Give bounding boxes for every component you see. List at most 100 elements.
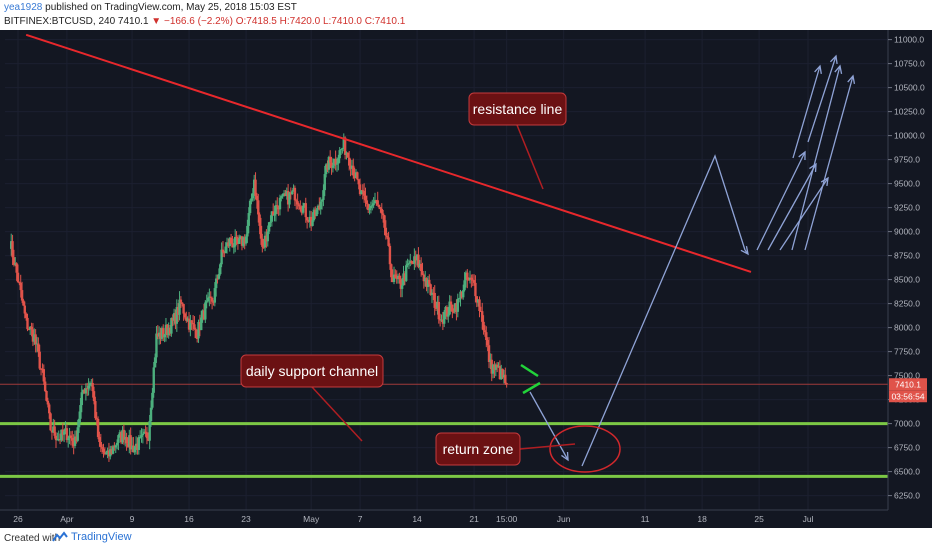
candle: [386, 232, 389, 240]
candle-body: [493, 364, 496, 370]
candle: [46, 397, 50, 408]
candle-body: [481, 311, 484, 322]
candle-body: [267, 222, 271, 232]
candle: [15, 262, 18, 281]
candle-body: [304, 203, 307, 218]
candle: [92, 386, 96, 405]
tradingview-brand: TradingView: [71, 531, 132, 543]
projection-arrow[interactable]: [756, 150, 806, 251]
candle-body: [80, 392, 83, 406]
candle-body: [354, 172, 358, 179]
candle: [288, 191, 291, 209]
candle-body: [84, 388, 88, 394]
candle-body: [451, 304, 454, 312]
projection-arrow[interactable]: [807, 54, 838, 143]
candle: [77, 411, 81, 433]
candle: [383, 214, 386, 235]
projection-arrow[interactable]: [791, 64, 843, 251]
candle: [428, 274, 431, 287]
created-with-text: Created with: [4, 533, 61, 544]
candle: [217, 268, 221, 280]
resistance-line-label[interactable]: resistance line: [468, 92, 567, 190]
candle: [476, 299, 480, 307]
candle-body: [485, 332, 488, 341]
candle-body: [94, 401, 97, 419]
candle-body: [335, 163, 339, 165]
candle-body: [46, 400, 50, 405]
candle: [80, 385, 83, 413]
candle: [244, 234, 248, 246]
candle-body: [430, 292, 434, 295]
candle: [440, 314, 443, 322]
candle-body: [504, 374, 507, 384]
projection-arrow[interactable]: [779, 176, 829, 251]
candle-body: [99, 442, 103, 448]
candle: [316, 204, 320, 215]
return-zone-label[interactable]: return zone: [435, 432, 576, 466]
candle-body: [254, 179, 257, 196]
candle: [314, 206, 317, 219]
arrow-shaft: [779, 177, 829, 251]
candle-body: [379, 207, 382, 209]
candle: [163, 333, 166, 343]
candle: [122, 424, 126, 445]
candle: [352, 158, 355, 179]
candle: [267, 222, 271, 235]
candle: [162, 324, 165, 342]
support-channel-label[interactable]: daily support channel: [240, 354, 384, 442]
candle: [441, 311, 445, 331]
return-zone-ellipse[interactable]: [549, 425, 621, 473]
candle: [422, 273, 426, 289]
candle: [113, 442, 116, 451]
candle-body: [38, 351, 41, 369]
projection-arrow[interactable]: [792, 64, 822, 159]
candle-body: [381, 213, 385, 216]
candle: [100, 444, 104, 454]
candle: [137, 435, 141, 455]
candle-body: [183, 313, 187, 318]
candle: [171, 314, 174, 327]
candle-body: [495, 364, 499, 368]
candle: [223, 251, 226, 258]
price-chart[interactable]: resistance line daily support channel retu…: [0, 30, 932, 528]
projection-arrow[interactable]: [804, 74, 856, 251]
candle: [387, 231, 390, 247]
candle-body: [358, 184, 362, 195]
candle-body: [266, 231, 269, 242]
tradingview-logo[interactable]: TradingView: [52, 531, 132, 543]
candle-body: [73, 436, 77, 446]
candle-body: [126, 443, 130, 447]
candle: [323, 165, 326, 197]
candle: [392, 266, 396, 285]
candle-body: [208, 296, 211, 298]
candle: [10, 233, 13, 256]
price-tick-label: 11000.0: [894, 35, 924, 45]
projection-arrow[interactable]: [740, 246, 749, 256]
author-link[interactable]: yea1928: [4, 2, 43, 13]
candle: [246, 219, 249, 243]
time-axis: [0, 510, 932, 528]
candle-body: [281, 194, 284, 197]
candle: [75, 430, 78, 444]
candle-body: [455, 303, 458, 312]
time-tick-label: 15:00: [496, 514, 518, 524]
projection-arrow[interactable]: [529, 391, 569, 462]
candle-body: [176, 307, 180, 315]
tradingview-icon: [52, 531, 68, 542]
candle: [402, 265, 405, 286]
candle: [151, 387, 154, 410]
candle-body: [106, 450, 109, 453]
candle-body: [41, 368, 44, 370]
resistance-line[interactable]: [25, 33, 752, 273]
candle: [30, 322, 33, 337]
candle: [375, 199, 378, 207]
candle: [95, 412, 98, 426]
candle-body: [160, 328, 164, 339]
candle: [388, 243, 392, 270]
candle: [167, 322, 170, 339]
projection-arrow[interactable]: [767, 162, 817, 251]
candle-body: [149, 407, 153, 422]
candle-body: [163, 334, 166, 338]
candle: [160, 326, 164, 341]
candle: [280, 195, 283, 202]
